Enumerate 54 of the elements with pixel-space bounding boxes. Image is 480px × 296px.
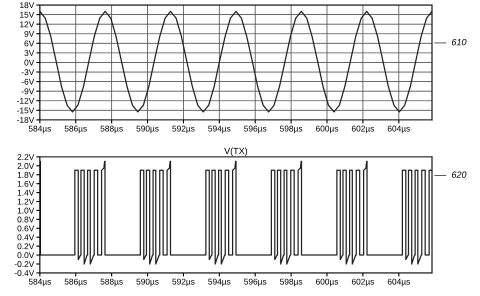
y-tick-label: 1.6V (18, 180, 34, 187)
y-tick-label: 1.8V (18, 172, 34, 178)
y-tick-label: 1.4V (18, 190, 34, 196)
y-tick-label: 0V (24, 60, 34, 66)
x-tick-label: 588µs (100, 126, 123, 134)
x-tick-label: 598µs (280, 278, 302, 286)
y-tick-label: 3V (24, 50, 34, 56)
text: 620 (452, 171, 466, 178)
y-tick-label: 0.0V (17, 252, 34, 258)
text: 610 (452, 38, 466, 46)
line-series (40, 160, 432, 265)
x-tick-label: 604µs (388, 126, 410, 134)
x-tick-label: 590µs (136, 278, 159, 286)
chart-title: V(TX) (224, 148, 248, 156)
y-tick-label: -0.2V (14, 261, 34, 268)
y-tick-label: 12V (20, 21, 34, 28)
x-tick-label: 596µs (244, 126, 266, 134)
x-tick-label: 598µs (280, 126, 302, 134)
x-tick-label: 596µs (244, 278, 266, 286)
x-tick-label: 590µs (136, 126, 159, 134)
y-tick-label: 1.0V (18, 208, 34, 214)
y-tick-label: -18V (17, 117, 34, 123)
y-tick-label: 2.0V (18, 163, 34, 169)
y-tick-label: -15V (17, 108, 34, 114)
y-tick-label: 0.6V (17, 225, 34, 232)
x-tick-label: 584µs (28, 126, 51, 134)
y-tick-label: -6V (22, 78, 34, 85)
y-tick-label: 0.2V (17, 243, 34, 250)
x-tick-label: 592µs (172, 278, 195, 286)
y-tick-label: 18V (20, 2, 34, 8)
y-tick-label: 1.2V (18, 198, 34, 205)
line-series (40, 10, 432, 113)
y-tick-label: -3V (22, 69, 34, 76)
x-tick-label: 600µs (316, 126, 338, 134)
x-tick-label: 588µs (100, 278, 123, 286)
x-tick-label: 584µs (28, 278, 51, 286)
y-tick-label: 0.4V (17, 234, 34, 240)
y-tick-label: 6V (24, 40, 34, 46)
y-tick-label: 9V (24, 30, 34, 37)
y-tick-label: 2.2V (18, 154, 34, 160)
x-tick-label: 592µs (172, 126, 195, 134)
y-tick-label: 15V (20, 12, 34, 18)
x-tick-label: 604µs (388, 278, 410, 286)
y-tick-label: -0.4V (14, 270, 34, 276)
y-tick-label: -12V (17, 98, 34, 104)
x-tick-label: 586µs (64, 278, 87, 286)
x-tick-label: 602µs (352, 278, 374, 286)
x-tick-label: 600µs (316, 278, 338, 286)
x-tick-label: 586µs (64, 126, 87, 134)
x-tick-label: 594µs (208, 126, 230, 134)
x-tick-label: 602µs (352, 126, 374, 134)
x-tick-label: 594µs (208, 278, 230, 286)
y-tick-label: -9V (22, 88, 34, 94)
y-tick-label: 0.8V (17, 216, 34, 222)
